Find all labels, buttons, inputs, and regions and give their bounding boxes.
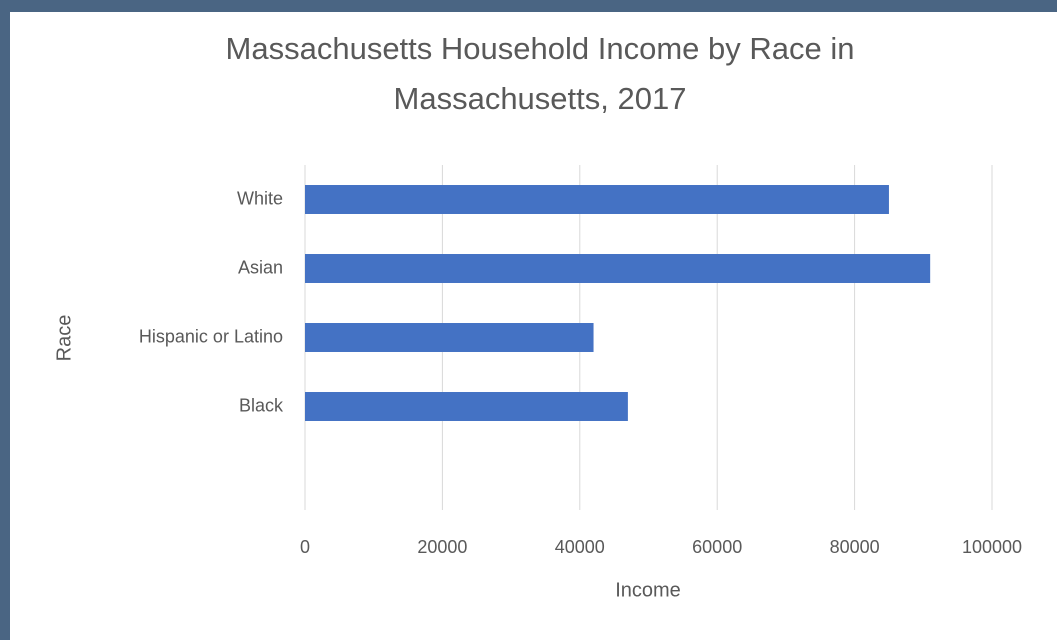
x-tick-label: 100000 — [962, 537, 1022, 557]
x-axis-title: Income — [615, 579, 681, 601]
x-tick-label: 40000 — [555, 537, 605, 557]
x-tick-label: 60000 — [692, 537, 742, 557]
y-axis-title: Race — [53, 315, 75, 362]
bar — [305, 185, 889, 214]
x-tick-label: 0 — [300, 537, 310, 557]
bar — [305, 392, 628, 421]
y-tick-label: White — [237, 188, 283, 208]
bar — [305, 323, 594, 352]
bar — [305, 254, 931, 283]
x-tick-label: 20000 — [417, 537, 467, 557]
y-tick-label: Asian — [238, 257, 283, 277]
x-tick-label: 80000 — [830, 537, 880, 557]
y-tick-label: Hispanic or Latino — [139, 326, 283, 346]
y-tick-label: Black — [239, 395, 284, 415]
chart-title: Massachusetts Household Income by Race i… — [225, 31, 855, 116]
